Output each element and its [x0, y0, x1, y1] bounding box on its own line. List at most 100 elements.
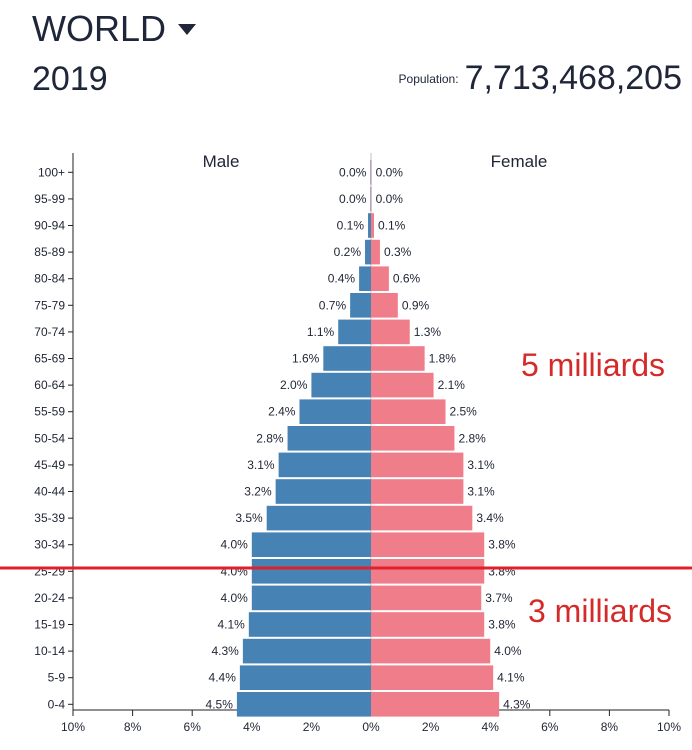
data-label-female: 0.0% — [376, 192, 404, 206]
bar-female — [371, 505, 473, 531]
bar-male — [368, 213, 371, 238]
data-label-male: 2.8% — [256, 431, 284, 445]
bar-female — [371, 638, 491, 664]
data-label-female: 0.6% — [393, 272, 421, 286]
bar-female — [371, 346, 425, 371]
data-label-male: 2.0% — [280, 378, 308, 392]
bar-male — [236, 692, 371, 717]
bar-male — [248, 612, 371, 637]
data-label-male: 4.4% — [209, 671, 237, 685]
x-tick-label: 0% — [362, 720, 380, 734]
data-label-male: 0.0% — [339, 192, 367, 206]
data-label-male: 4.0% — [220, 538, 248, 552]
data-label-female: 1.3% — [414, 325, 442, 339]
data-label-male: 4.0% — [220, 591, 248, 605]
data-label-female: 3.1% — [467, 458, 495, 472]
bar-female — [371, 319, 410, 345]
legend-female: Female — [491, 152, 548, 171]
y-tick-label: 45-49 — [34, 458, 65, 472]
data-label-male: 3.1% — [247, 458, 275, 472]
data-label-male: 0.2% — [334, 245, 362, 259]
x-tick-label: 10% — [61, 720, 85, 734]
y-tick-label: 30-34 — [34, 538, 65, 552]
bar-female — [371, 266, 389, 291]
y-tick-label: 65-69 — [34, 352, 65, 366]
y-tick-label: 20-24 — [34, 591, 65, 605]
bar-male — [359, 266, 371, 291]
year-label: 2019 — [32, 60, 108, 98]
bar-female — [371, 293, 398, 318]
bar-male — [299, 399, 371, 424]
data-label-female: 3.8% — [488, 538, 516, 552]
data-label-female: 4.0% — [494, 644, 522, 658]
x-tick-label: 2% — [422, 720, 440, 734]
y-tick-label: 70-74 — [34, 325, 65, 339]
y-tick-label: 85-89 — [34, 245, 65, 259]
annotation-lower: 3 milliards — [528, 593, 672, 629]
bar-male — [251, 585, 371, 611]
data-label-male: 3.5% — [235, 511, 263, 525]
data-label-male: 0.1% — [337, 219, 365, 233]
y-tick-label: 15-19 — [34, 618, 65, 632]
bar-male — [287, 426, 371, 451]
bar-male — [311, 372, 371, 398]
x-tick-label: 10% — [657, 720, 681, 734]
bar-male — [278, 452, 371, 478]
region-selector[interactable]: WORLD — [32, 8, 196, 50]
x-tick-label: 8% — [601, 720, 619, 734]
data-label-female: 2.1% — [438, 378, 466, 392]
bar-female — [371, 426, 455, 451]
annotation-upper: 5 milliards — [521, 347, 665, 383]
y-tick-label: 0-4 — [48, 697, 66, 711]
bar-female — [371, 372, 434, 398]
bar-female — [371, 532, 485, 557]
data-label-male: 3.2% — [244, 485, 272, 499]
bar-male — [242, 638, 371, 664]
y-tick-label: 80-84 — [34, 272, 65, 286]
data-label-female: 2.8% — [458, 431, 486, 445]
x-tick-label: 4% — [482, 720, 500, 734]
data-label-female: 0.9% — [402, 298, 430, 312]
dropdown-caret-icon[interactable] — [178, 23, 196, 35]
bar-female — [371, 160, 372, 185]
y-tick-label: 5-9 — [48, 671, 66, 685]
data-label-female: 4.3% — [503, 697, 531, 711]
bar-female — [371, 665, 494, 690]
x-tick-label: 8% — [124, 720, 142, 734]
data-label-female: 1.8% — [429, 352, 457, 366]
data-label-female: 3.8% — [488, 564, 516, 578]
data-label-male: 0.4% — [328, 272, 356, 286]
y-tick-label: 60-64 — [34, 378, 65, 392]
population-label: Population: — [398, 72, 459, 86]
x-tick-label: 4% — [243, 720, 261, 734]
bar-female — [371, 585, 482, 611]
bar-male — [365, 239, 371, 265]
bar-male — [370, 160, 371, 185]
data-label-female: 3.1% — [467, 485, 495, 499]
bar-female — [371, 399, 446, 424]
bar-male — [370, 186, 371, 212]
y-tick-label: 35-39 — [34, 511, 65, 525]
population-summary: Population: 7,713,468,205 — [399, 56, 682, 100]
bar-female — [371, 239, 380, 265]
y-tick-label: 10-14 — [34, 644, 65, 658]
y-tick-label: 40-44 — [34, 485, 65, 499]
y-tick-label: 55-59 — [34, 405, 65, 419]
data-label-male: 4.5% — [206, 697, 234, 711]
bar-male — [350, 293, 371, 318]
y-tick-label: 90-94 — [34, 219, 65, 233]
data-label-female: 4.1% — [497, 671, 525, 685]
data-label-female: 3.4% — [476, 511, 504, 525]
bar-female — [371, 692, 500, 717]
bar-male — [266, 505, 371, 531]
data-label-female: 0.3% — [384, 245, 412, 259]
y-tick-label: 75-79 — [34, 298, 65, 312]
bar-male — [338, 319, 371, 345]
x-tick-label: 6% — [541, 720, 559, 734]
data-label-male: 4.1% — [217, 618, 245, 632]
bar-female — [371, 213, 374, 238]
data-label-female: 0.0% — [376, 165, 404, 179]
y-tick-label: 25-29 — [34, 564, 65, 578]
bar-female — [371, 479, 464, 504]
